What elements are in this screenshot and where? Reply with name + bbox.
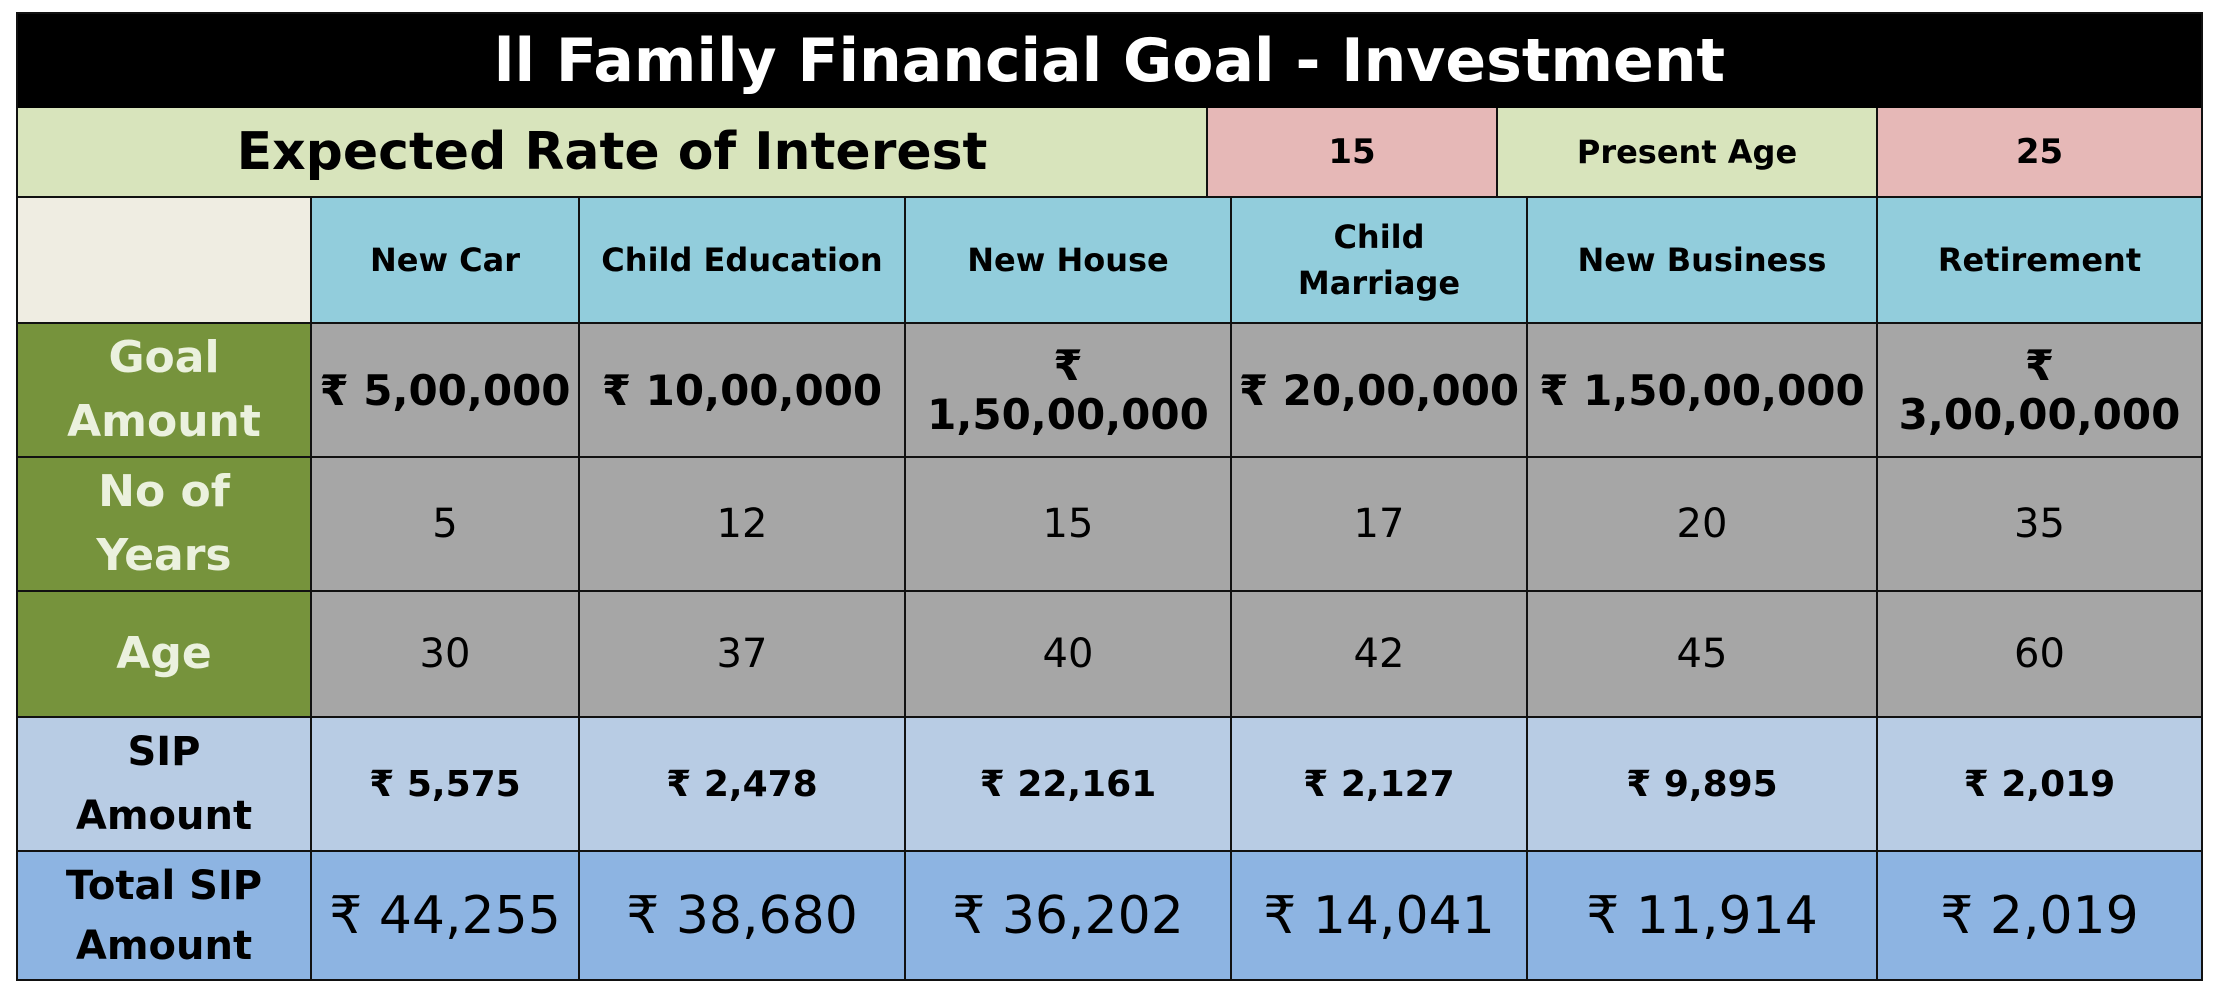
years-cell-5[interactable]: 20 bbox=[1528, 458, 1878, 592]
age-cell-4-text: 42 bbox=[1353, 631, 1405, 677]
age-cell-2[interactable]: 37 bbox=[580, 592, 906, 718]
sip-cell-1-text: ₹ 5,575 bbox=[369, 763, 521, 805]
age-cell-1[interactable]: 30 bbox=[312, 592, 580, 718]
goal-amount-cell-6[interactable]: ₹ 3,00,00,000 bbox=[1878, 324, 2201, 458]
age-cell-3[interactable]: 40 bbox=[906, 592, 1232, 718]
goal-amount-cell-4[interactable]: ₹ 20,00,000 bbox=[1232, 324, 1528, 458]
years-cell-3[interactable]: 15 bbox=[906, 458, 1232, 592]
goal-header-2-text: Child Education bbox=[601, 241, 883, 279]
years-cell-4[interactable]: 17 bbox=[1232, 458, 1528, 592]
total-sip-cell-3-text: ₹ 36,202 bbox=[952, 885, 1184, 946]
goal-amount-cell-1[interactable]: ₹ 5,00,000 bbox=[312, 324, 580, 458]
sip-cell-4-text: ₹ 2,127 bbox=[1303, 763, 1455, 805]
total-sip-cell-5-text: ₹ 11,914 bbox=[1586, 885, 1818, 946]
sip-cell-6[interactable]: ₹ 2,019 bbox=[1878, 718, 2201, 852]
goal-header-4-text: Child Marriage bbox=[1297, 218, 1461, 302]
age-cell-6-text: 60 bbox=[2014, 631, 2065, 677]
goal-amount-cell-6-text: ₹ 3,00,00,000 bbox=[1898, 341, 2181, 439]
age-cell-6[interactable]: 60 bbox=[1878, 592, 2201, 718]
goal-amount-cell-2-text: ₹ 10,00,000 bbox=[601, 365, 883, 415]
total-sip-cell-3[interactable]: ₹ 36,202 bbox=[906, 852, 1232, 979]
goal-header-5-text: New Business bbox=[1577, 241, 1827, 279]
corner-cell bbox=[18, 198, 312, 324]
goal-header-6-text: Retirement bbox=[1937, 241, 2142, 279]
sip-cell-3[interactable]: ₹ 22,161 bbox=[906, 718, 1232, 852]
sip-cell-2[interactable]: ₹ 2,478 bbox=[580, 718, 906, 852]
row-label-total-sip-text: Total SIP Amount bbox=[65, 862, 263, 969]
row-label-sip-text: SIP Amount bbox=[75, 729, 253, 839]
years-cell-1[interactable]: 5 bbox=[312, 458, 580, 592]
goal-header-6: Retirement bbox=[1878, 198, 2201, 324]
goal-amount-cell-5-text: ₹ 1,50,00,000 bbox=[1539, 365, 1865, 415]
goal-header-4: Child Marriage bbox=[1232, 198, 1528, 324]
present-age-label: Present Age bbox=[1498, 108, 1878, 198]
row-label-goal-amount-text: Goal Amount bbox=[67, 332, 261, 447]
row-label-sip: SIP Amount bbox=[18, 718, 312, 852]
row-label-years: No of Years bbox=[18, 458, 312, 592]
age-cell-5-text: 45 bbox=[1676, 631, 1728, 677]
goal-amount-cell-4-text: ₹ 20,00,000 bbox=[1238, 365, 1520, 415]
age-cell-1-text: 30 bbox=[419, 631, 471, 677]
goal-amount-cell-3[interactable]: ₹ 1,50,00,000 bbox=[906, 324, 1232, 458]
years-cell-1-text: 5 bbox=[432, 501, 458, 547]
expected-rate-value[interactable]: 15 bbox=[1208, 108, 1498, 198]
row-label-goal-amount: Goal Amount bbox=[18, 324, 312, 458]
years-cell-4-text: 17 bbox=[1353, 501, 1405, 547]
goal-amount-cell-3-text: ₹ 1,50,00,000 bbox=[927, 341, 1209, 439]
years-cell-2[interactable]: 12 bbox=[580, 458, 906, 592]
sip-cell-4[interactable]: ₹ 2,127 bbox=[1232, 718, 1528, 852]
total-sip-cell-2[interactable]: ₹ 38,680 bbox=[580, 852, 906, 979]
age-cell-4[interactable]: 42 bbox=[1232, 592, 1528, 718]
goal-header-3-text: New House bbox=[967, 241, 1169, 279]
goal-sheet: ll Family Financial Goal - Investment Ex… bbox=[16, 12, 2203, 981]
goal-amount-cell-2[interactable]: ₹ 10,00,000 bbox=[580, 324, 906, 458]
years-cell-5-text: 20 bbox=[1676, 501, 1728, 547]
total-sip-cell-4[interactable]: ₹ 14,041 bbox=[1232, 852, 1528, 979]
age-cell-5[interactable]: 45 bbox=[1528, 592, 1878, 718]
years-cell-3-text: 15 bbox=[1042, 501, 1094, 547]
row-label-age: Age bbox=[18, 592, 312, 718]
sip-cell-3-text: ₹ 22,161 bbox=[979, 763, 1157, 805]
present-age-value[interactable]: 25 bbox=[1878, 108, 2201, 198]
row-label-total-sip: Total SIP Amount bbox=[18, 852, 312, 979]
sip-cell-5-text: ₹ 9,895 bbox=[1626, 763, 1778, 805]
goal-header-1: New Car bbox=[312, 198, 580, 324]
years-cell-2-text: 12 bbox=[716, 501, 768, 547]
row-label-years-text: No of Years bbox=[96, 466, 232, 581]
goal-header-3: New House bbox=[906, 198, 1232, 324]
years-cell-6-text: 35 bbox=[2014, 501, 2065, 547]
total-sip-cell-1-text: ₹ 44,255 bbox=[329, 885, 561, 946]
total-sip-cell-6[interactable]: ₹ 2,019 bbox=[1878, 852, 2201, 979]
goal-amount-cell-1-text: ₹ 5,00,000 bbox=[319, 365, 571, 415]
age-cell-3-text: 40 bbox=[1042, 631, 1094, 677]
goal-amount-cell-5[interactable]: ₹ 1,50,00,000 bbox=[1528, 324, 1878, 458]
sheet-title: ll Family Financial Goal - Investment bbox=[18, 14, 2201, 108]
total-sip-cell-6-text: ₹ 2,019 bbox=[1940, 885, 2139, 946]
total-sip-cell-5[interactable]: ₹ 11,914 bbox=[1528, 852, 1878, 979]
goal-header-2: Child Education bbox=[580, 198, 906, 324]
total-sip-cell-4-text: ₹ 14,041 bbox=[1263, 885, 1495, 946]
age-cell-2-text: 37 bbox=[716, 631, 768, 677]
sip-cell-1[interactable]: ₹ 5,575 bbox=[312, 718, 580, 852]
total-sip-cell-2-text: ₹ 38,680 bbox=[626, 885, 858, 946]
expected-rate-label: Expected Rate of Interest bbox=[18, 108, 1208, 198]
years-cell-6[interactable]: 35 bbox=[1878, 458, 2201, 592]
sip-cell-6-text: ₹ 2,019 bbox=[1963, 763, 2116, 805]
total-sip-cell-1[interactable]: ₹ 44,255 bbox=[312, 852, 580, 979]
sip-cell-2-text: ₹ 2,478 bbox=[666, 763, 818, 805]
goal-header-1-text: New Car bbox=[369, 241, 521, 279]
row-label-age-text: Age bbox=[116, 628, 212, 679]
goal-header-5: New Business bbox=[1528, 198, 1878, 324]
sip-cell-5[interactable]: ₹ 9,895 bbox=[1528, 718, 1878, 852]
